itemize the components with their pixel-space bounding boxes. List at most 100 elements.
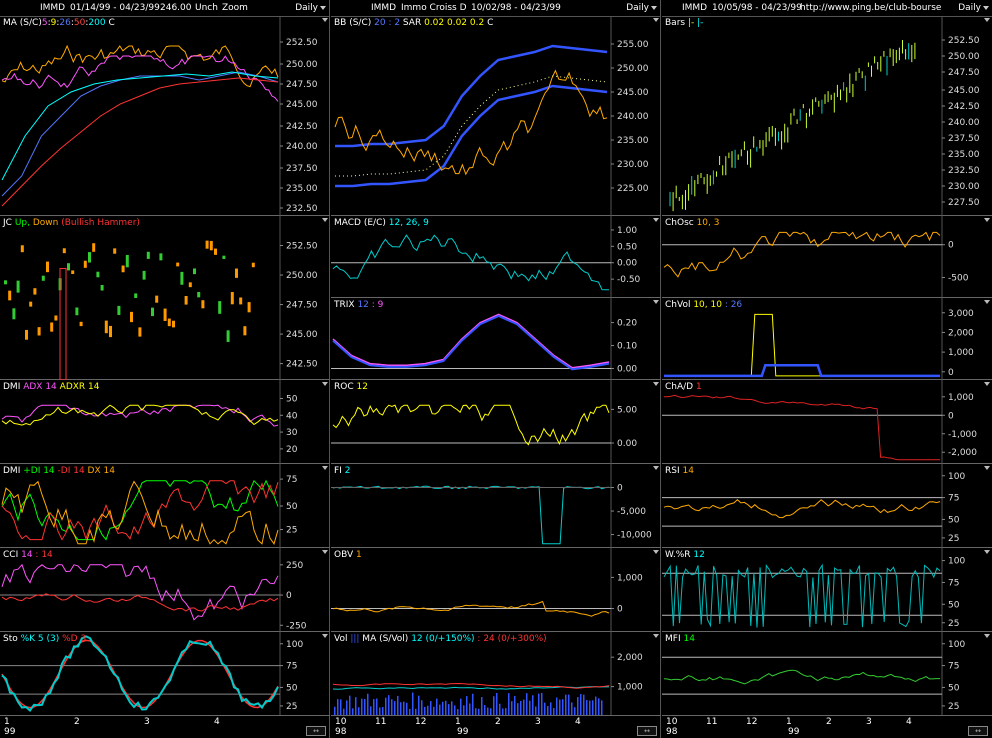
chevron-down-icon[interactable]	[984, 218, 990, 222]
indicator-panel-chosc[interactable]: 0 -500 ChOsc 10, 3	[662, 216, 992, 298]
volume-bar	[592, 700, 594, 716]
indicator-chart: 1.00 0.50 0.00 -0.50	[331, 216, 641, 298]
indicator-label-part: 0.02	[444, 18, 468, 28]
chevron-down-icon[interactable]	[653, 466, 659, 470]
indicator-label[interactable]: W.%R 12	[665, 550, 705, 560]
candle	[167, 318, 171, 327]
period-dropdown[interactable]: Daily	[958, 3, 989, 13]
indicator-label[interactable]: Bars |- |-	[665, 18, 703, 28]
chevron-down-icon[interactable]	[653, 634, 659, 638]
indicator-panel-dmi1[interactable]: 50 40 30 20 DMI ADX 14 ADXR 14	[0, 380, 330, 464]
indicator-label[interactable]: Vol ||| MA (S/Vol) 12 (0/+150%) : 24 (0/…	[334, 634, 547, 644]
indicator-label[interactable]: BB (S/C) 20 : 2 SAR 0.02 0.02 0.2 C	[334, 18, 493, 28]
indicator-panel-macd[interactable]: 1.00 0.50 0.00 -0.50 MACD (E/C) 12, 26, 9	[331, 216, 661, 298]
indicator-label[interactable]: TRIX 12 : 9	[334, 300, 383, 310]
volume-bar	[379, 707, 381, 716]
chevron-down-icon[interactable]	[984, 634, 990, 638]
candle	[67, 263, 70, 271]
indicator-label[interactable]: ChVol 10, 10 : 26	[665, 300, 742, 310]
zoom-button[interactable]: Zoom	[222, 3, 248, 13]
indicator-label[interactable]: Sto %K 5 (3) %D 3	[3, 634, 86, 644]
indicator-panel-jc[interactable]: 252.50 250.00 247.50 245.00 242.50 JC Up, Dow…	[0, 216, 330, 380]
indicator-panel-oby[interactable]: 1,000 0 OBV 1	[331, 548, 661, 632]
indicator-panel-cci[interactable]: 250 0 -250 CCI 14 : 14	[0, 548, 330, 632]
indicator-panel-chad[interactable]: 1,000 0 -1,000 -2,000 ChA/D 1	[662, 380, 992, 464]
volume-bar	[502, 708, 504, 716]
indicator-label[interactable]: ChA/D 1	[665, 382, 702, 392]
candle	[197, 291, 201, 298]
indicator-label[interactable]: MA (S/C)5:9:26:50:200 C	[3, 18, 115, 28]
volume-bar	[517, 703, 519, 716]
chevron-down-icon[interactable]	[322, 466, 328, 470]
x-tick-label: 3	[535, 717, 541, 727]
indicator-panel-rsi[interactable]: 100 75 50 25 RSI 14	[662, 464, 992, 548]
scroll-arrows-icon[interactable]: ↔	[968, 726, 988, 736]
y-tick-label: 75	[948, 662, 959, 672]
y-tick-label: 3,000	[948, 309, 974, 319]
volume-bar	[481, 697, 483, 716]
chevron-down-icon[interactable]	[984, 18, 990, 22]
indicator-panel-ma[interactable]: 252.50 250.00 247.50 245.00 242.50 240.00 237.…	[0, 16, 330, 216]
indicator-label[interactable]: ROC 12	[334, 382, 368, 392]
candle	[12, 308, 16, 320]
indicator-chart: 5.00 0.00	[331, 380, 637, 464]
indicator-label[interactable]: RSI 14	[665, 466, 694, 476]
indicator-label[interactable]: ChOsc 10, 3	[665, 218, 719, 228]
indicator-panel-fi[interactable]: 0 -5,000 -10,000 FI 2	[331, 464, 661, 548]
chevron-down-icon[interactable]	[984, 300, 990, 304]
chevron-down-icon[interactable]	[984, 382, 990, 386]
chevron-down-icon[interactable]	[653, 550, 659, 554]
last-price: 246.00	[160, 3, 192, 13]
indicator-label[interactable]: OBV 1	[334, 550, 362, 560]
indicator-label[interactable]: DMI ADX 14 ADXR 14	[3, 382, 99, 392]
indicator-panel-trix[interactable]: 0.20 0.10 0.00 TRIX 12 : 9	[331, 298, 661, 380]
scroll-arrows-icon[interactable]: ↔	[306, 726, 326, 736]
x-tick-label: 4	[575, 717, 581, 727]
indicator-panel-wr[interactable]: 100 75 50 25 W.%R 12	[662, 548, 992, 632]
chevron-down-icon[interactable]	[322, 550, 328, 554]
y-tick-label: 25	[286, 702, 297, 712]
indicator-panel-dmi2[interactable]: 75 50 25 DMI +DI 14 -DI 14 DX 14	[0, 464, 330, 548]
period-dropdown[interactable]: Daily	[295, 3, 326, 13]
indicator-panel-vol[interactable]: 2,000 1,000 Vol ||| MA (S/Vol) 12 (0/+150%…	[331, 632, 661, 716]
indicator-label-part: 0.02	[421, 18, 445, 28]
source-url[interactable]: http://www.ping.be/club-bourse	[800, 3, 942, 13]
indicator-panel-roc[interactable]: 5.00 0.00 ROC 12	[331, 380, 661, 464]
y-tick-label: -10,000	[617, 531, 652, 541]
volume-bar	[349, 695, 351, 716]
scroll-arrows-icon[interactable]: ↔	[637, 726, 657, 736]
indicator-chart: 3,000 2,000 1,000 0	[664, 298, 974, 380]
chevron-down-icon[interactable]	[322, 382, 328, 386]
y-tick-label: 232.50	[286, 204, 318, 214]
indicator-label[interactable]: MFI 14	[665, 634, 695, 644]
chevron-down-icon[interactable]	[653, 218, 659, 222]
indicator-label[interactable]: CCI 14 : 14	[3, 550, 53, 560]
indicator-panel-bb[interactable]: 255.00 250.00 245.00 240.00 235.00 230.00 225.…	[331, 16, 661, 216]
chevron-down-icon[interactable]	[322, 18, 328, 22]
chevron-down-icon[interactable]	[322, 218, 328, 222]
period-dropdown[interactable]: Daily	[626, 3, 657, 13]
indicator-label[interactable]: DMI +DI 14 -DI 14 DX 14	[3, 466, 115, 476]
y-tick-label: 0	[948, 411, 954, 421]
volume-bar	[577, 697, 579, 716]
indicator-label[interactable]: MACD (E/C) 12, 26, 9	[334, 218, 429, 228]
indicator-label[interactable]: FI 2	[334, 466, 350, 476]
indicator-panel-chvol[interactable]: 3,000 2,000 1,000 0 ChVol 10, 10 : 26	[662, 298, 992, 380]
chevron-down-icon[interactable]	[984, 466, 990, 470]
chevron-down-icon[interactable]	[984, 550, 990, 554]
candle	[121, 265, 125, 273]
chevron-down-icon[interactable]	[322, 634, 328, 638]
volume-bar	[490, 708, 492, 716]
chevron-down-icon[interactable]	[653, 18, 659, 22]
chevron-down-icon[interactable]	[653, 382, 659, 386]
indicator-label-part: 12	[353, 382, 368, 392]
volume-bar	[346, 700, 348, 716]
indicator-label[interactable]: JC Up, Down (Bullish Hammer)	[3, 218, 140, 228]
indicator-panel-mfi[interactable]: 100 75 50 25 MFI 14	[662, 632, 992, 716]
chevron-down-icon[interactable]	[653, 300, 659, 304]
indicator-panel-bars[interactable]: 252.50 250.00 247.50 245.00 242.50 240.00 237.…	[662, 16, 992, 216]
volume-bar	[460, 698, 462, 716]
y-tick-label: 0	[948, 241, 954, 251]
indicator-panel-sto[interactable]: 100 75 50 25 Sto %K 5 (3) %D 3	[0, 632, 330, 716]
candle	[109, 325, 112, 338]
